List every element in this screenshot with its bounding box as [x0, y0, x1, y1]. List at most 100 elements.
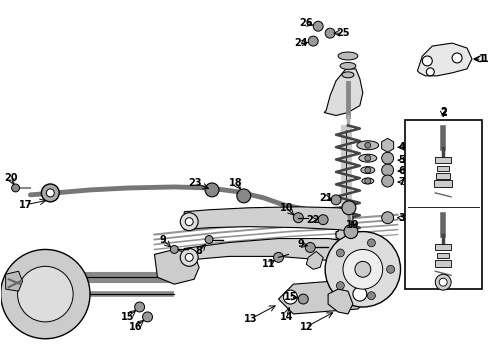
Circle shape: [343, 225, 357, 239]
Text: 2: 2: [439, 108, 446, 117]
Text: 11: 11: [261, 259, 275, 269]
Circle shape: [381, 152, 393, 164]
Text: 15: 15: [283, 292, 297, 302]
Circle shape: [386, 265, 394, 273]
Bar: [435, 173, 449, 179]
Ellipse shape: [339, 62, 355, 69]
Polygon shape: [381, 138, 393, 152]
Circle shape: [325, 231, 400, 307]
Circle shape: [341, 201, 355, 215]
Text: 15: 15: [121, 312, 134, 322]
Circle shape: [366, 292, 375, 300]
Ellipse shape: [361, 178, 373, 184]
Circle shape: [170, 246, 178, 253]
Text: 18: 18: [228, 178, 242, 188]
Polygon shape: [278, 279, 372, 314]
Ellipse shape: [356, 141, 378, 150]
Circle shape: [336, 249, 344, 257]
Text: 17: 17: [19, 200, 32, 210]
Polygon shape: [184, 239, 357, 266]
Circle shape: [180, 213, 198, 231]
Circle shape: [0, 249, 90, 339]
Circle shape: [342, 249, 382, 289]
Bar: [405, 121, 481, 289]
Text: 1: 1: [478, 54, 484, 64]
Ellipse shape: [337, 52, 357, 60]
Polygon shape: [417, 43, 471, 76]
Circle shape: [185, 253, 193, 261]
Circle shape: [434, 274, 450, 290]
Text: 7: 7: [397, 177, 404, 187]
Circle shape: [180, 248, 198, 266]
Circle shape: [236, 189, 250, 203]
Text: 22: 22: [306, 215, 319, 225]
Text: 9: 9: [159, 234, 165, 244]
Circle shape: [451, 53, 461, 63]
Text: 16: 16: [129, 322, 142, 332]
Circle shape: [438, 278, 446, 286]
Circle shape: [354, 261, 370, 277]
Circle shape: [366, 239, 375, 247]
Text: 12: 12: [299, 322, 312, 332]
Circle shape: [185, 218, 193, 226]
Circle shape: [422, 56, 431, 66]
Text: 3: 3: [397, 213, 404, 223]
Text: 14: 14: [279, 312, 293, 322]
Circle shape: [134, 302, 144, 312]
Text: 5: 5: [397, 155, 404, 165]
Text: 8: 8: [195, 247, 202, 256]
Ellipse shape: [358, 154, 376, 162]
Text: 6: 6: [397, 166, 404, 176]
Circle shape: [325, 28, 334, 38]
Text: 9: 9: [297, 239, 304, 249]
Ellipse shape: [360, 167, 374, 174]
Circle shape: [364, 142, 370, 148]
Bar: [434, 157, 450, 163]
Circle shape: [41, 184, 59, 202]
Circle shape: [18, 266, 73, 322]
Circle shape: [364, 167, 370, 173]
Circle shape: [273, 252, 283, 262]
Text: 25: 25: [336, 28, 349, 38]
Text: 2: 2: [439, 108, 446, 117]
Text: 21: 21: [319, 193, 332, 203]
Circle shape: [381, 164, 393, 176]
Bar: [434, 244, 450, 251]
Circle shape: [364, 155, 370, 161]
Circle shape: [293, 213, 303, 223]
Circle shape: [381, 212, 393, 224]
Circle shape: [364, 178, 370, 184]
Circle shape: [142, 312, 152, 322]
Polygon shape: [324, 69, 362, 116]
Bar: [434, 260, 450, 267]
Text: 19: 19: [346, 220, 359, 230]
Polygon shape: [327, 289, 352, 314]
Polygon shape: [6, 271, 22, 291]
Bar: [436, 253, 448, 258]
Circle shape: [46, 189, 54, 197]
Text: 26: 26: [299, 18, 312, 28]
Polygon shape: [305, 251, 323, 269]
Text: 13: 13: [244, 314, 257, 324]
Circle shape: [298, 294, 307, 304]
Circle shape: [352, 287, 366, 301]
Circle shape: [330, 195, 340, 205]
Circle shape: [381, 175, 393, 187]
Polygon shape: [154, 249, 199, 284]
Text: 10: 10: [279, 203, 293, 213]
Circle shape: [318, 215, 327, 225]
Polygon shape: [335, 220, 349, 239]
Text: 23: 23: [188, 178, 202, 188]
Text: 1: 1: [481, 54, 488, 64]
Circle shape: [307, 36, 318, 46]
Circle shape: [426, 68, 433, 76]
Text: 24: 24: [294, 38, 307, 48]
Ellipse shape: [341, 72, 353, 78]
Circle shape: [204, 235, 213, 243]
Bar: [436, 166, 448, 171]
Circle shape: [12, 184, 20, 192]
Polygon shape: [184, 207, 352, 231]
Text: 20: 20: [4, 173, 18, 183]
Bar: [433, 180, 451, 188]
Circle shape: [283, 290, 297, 304]
